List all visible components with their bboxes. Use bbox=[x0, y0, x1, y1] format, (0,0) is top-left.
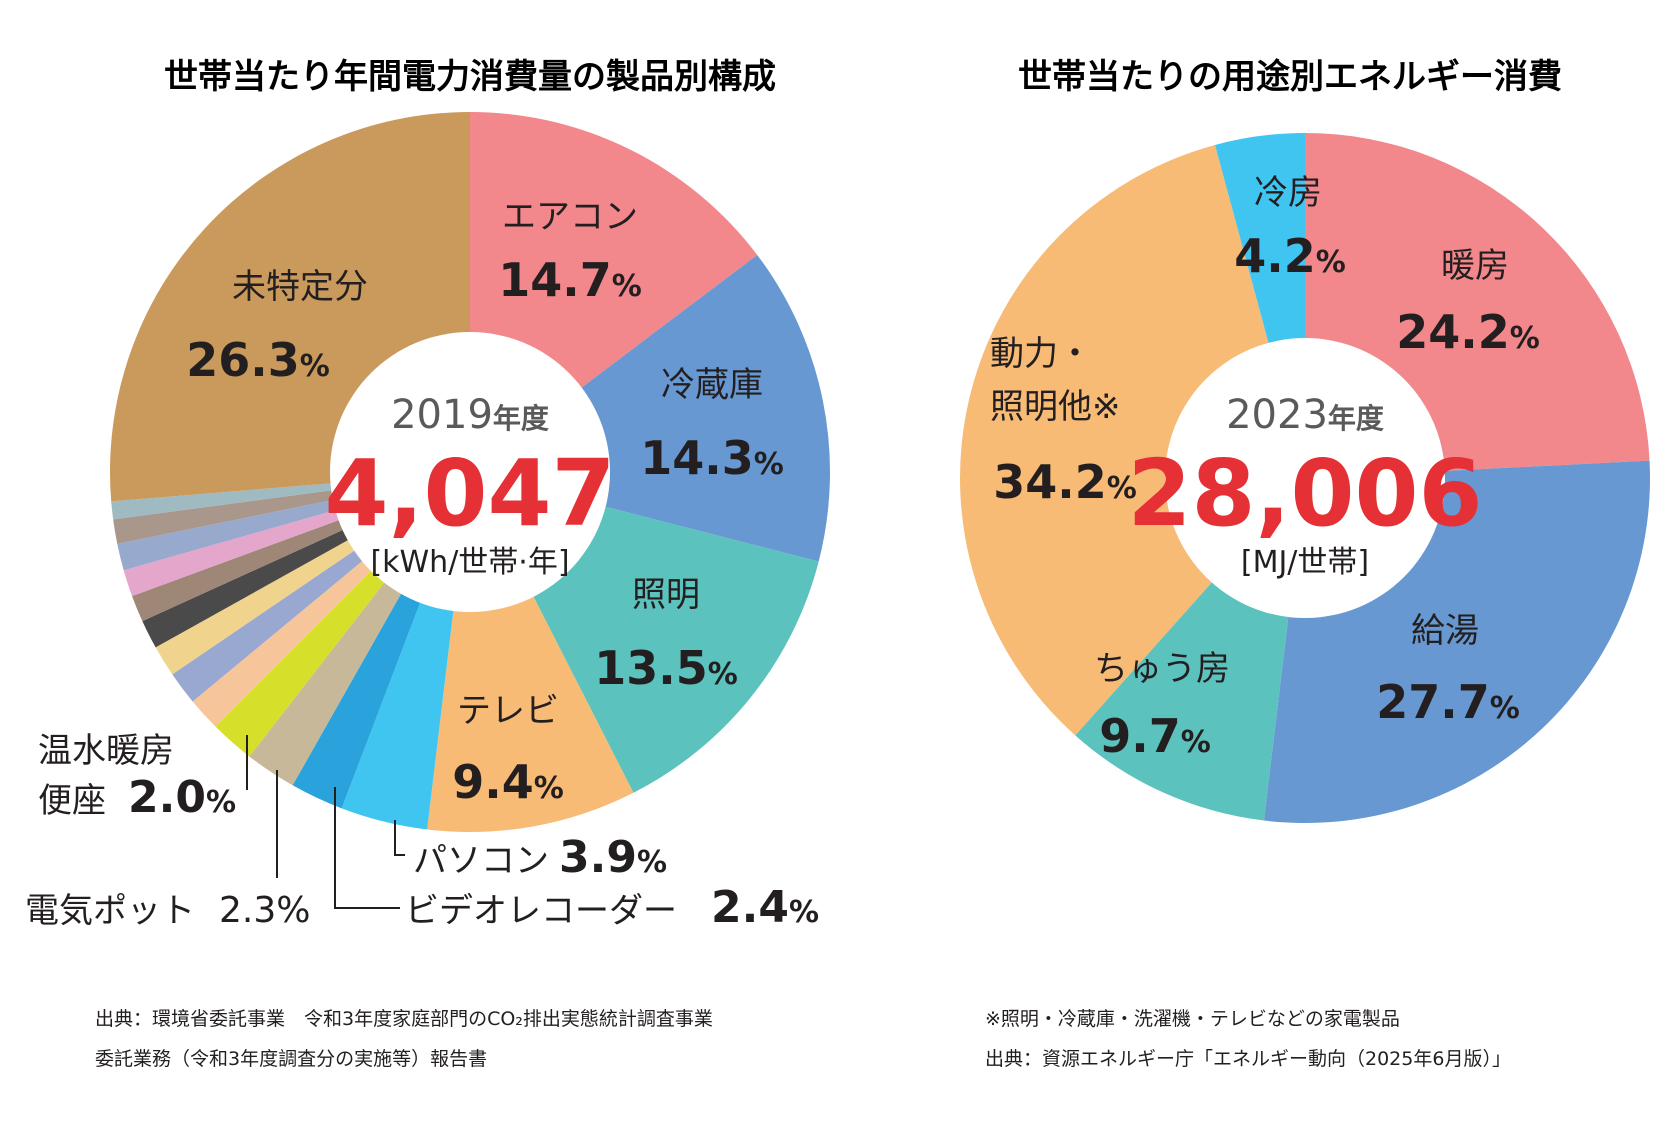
pct-video: % bbox=[789, 895, 819, 930]
label-aircon: エアコン bbox=[502, 197, 638, 237]
callout-lines bbox=[246, 735, 405, 909]
label-cooling: 冷房 bbox=[1254, 173, 1322, 213]
pct-fridge: % bbox=[754, 447, 784, 482]
value-unspecified: 26.3 bbox=[186, 333, 300, 387]
left-center-total: 4,047 bbox=[324, 440, 615, 547]
right-donut-hole bbox=[1165, 338, 1445, 618]
right-slices-slice-3 bbox=[960, 144, 1305, 736]
pct-pc: % bbox=[637, 845, 667, 880]
value-cooling-line: 4.2% bbox=[1234, 229, 1346, 283]
left-center-unit: [kWh/世帯·年] bbox=[370, 545, 569, 580]
right-center-year-unit: 年度 bbox=[1328, 402, 1384, 435]
label-fridge: 冷蔵庫 bbox=[661, 365, 763, 405]
value-toilet: 2.0 bbox=[128, 772, 206, 823]
value-kitchen-line: 9.7% bbox=[1099, 709, 1211, 763]
source-note-right-2: 出典：資源エネルギー庁「エネルギー動向（2025年6月版）」 bbox=[985, 1048, 1511, 1070]
callout-pc: パソコン 3.9% bbox=[413, 832, 667, 883]
value-cooling: 4.2 bbox=[1234, 229, 1316, 283]
value-pot: 2.3 bbox=[219, 890, 276, 931]
value-unspecified-line: 26.3% bbox=[186, 333, 330, 387]
value-aircon-line: 14.7% bbox=[498, 253, 642, 307]
pct-toilet: % bbox=[206, 785, 236, 820]
value-heating-line: 24.2% bbox=[1396, 305, 1540, 359]
value-lighting: 13.5 bbox=[594, 641, 708, 695]
label-heating: 暖房 bbox=[1441, 246, 1509, 286]
label-video: ビデオレコーダー bbox=[405, 891, 677, 931]
label-pot: 電気ポット bbox=[25, 891, 195, 931]
value-power: 34.2 bbox=[993, 455, 1107, 509]
value-fridge-line: 14.3% bbox=[640, 431, 784, 485]
label-toilet-line1: 温水暖房 bbox=[38, 731, 174, 771]
source-note-right-1: ※照明・冷蔵庫・洗濯機・テレビなどの家電製品 bbox=[985, 1008, 1400, 1030]
pct-lighting: % bbox=[708, 657, 738, 692]
value-kitchen: 9.7 bbox=[1099, 709, 1181, 763]
callout-line-pc bbox=[394, 820, 405, 856]
pct-cooling: % bbox=[1316, 245, 1346, 280]
value-aircon: 14.7 bbox=[498, 253, 612, 307]
pct-unspecified: % bbox=[300, 349, 330, 384]
value-power-line: 34.2% bbox=[993, 455, 1137, 509]
right-chart-title: 世帯当たりの用途別エネルギー消費 bbox=[1018, 57, 1562, 97]
right-center-unit: [MJ/世帯] bbox=[1241, 545, 1369, 580]
value-hotwater: 27.7 bbox=[1376, 675, 1490, 729]
left-donut-hole bbox=[330, 332, 610, 612]
callout-video: ビデオレコーダー 2.4% bbox=[405, 882, 819, 933]
right-center-year: 2023 bbox=[1226, 392, 1328, 438]
label-hotwater: 給湯 bbox=[1411, 611, 1479, 651]
value-heating: 24.2 bbox=[1396, 305, 1510, 359]
value-hotwater-line: 27.7% bbox=[1376, 675, 1520, 729]
callout-toilet: 便座 2.0% bbox=[38, 772, 236, 823]
pct-pot: % bbox=[276, 890, 310, 931]
left-center-year: 2019 bbox=[391, 392, 493, 438]
value-tv: 9.4 bbox=[452, 755, 534, 809]
value-pc: 3.9 bbox=[559, 832, 637, 883]
value-fridge: 14.3 bbox=[640, 431, 754, 485]
source-note-left-1: 出典：環境省委託事業 令和3年度家庭部門のCO₂排出実態統計調査事業 bbox=[95, 1008, 713, 1030]
left-center-year-unit: 年度 bbox=[493, 402, 549, 435]
label-tv: テレビ bbox=[457, 691, 559, 731]
source-note-left-2: 委託業務（令和3年度調査分の実施等）報告書 bbox=[95, 1048, 487, 1070]
left-chart-title: 世帯当たり年間電力消費量の製品別構成 bbox=[164, 57, 776, 97]
right-center-year-line: 2023年度 bbox=[1226, 392, 1384, 438]
value-lighting-line: 13.5% bbox=[594, 641, 738, 695]
pct-kitchen: % bbox=[1181, 725, 1211, 760]
label-power-line1: 動力・ bbox=[990, 334, 1092, 374]
callout-pot: 電気ポット 2.3% bbox=[25, 890, 310, 931]
pct-power: % bbox=[1107, 471, 1137, 506]
label-unspecified: 未特定分 bbox=[232, 267, 368, 307]
pct-tv: % bbox=[534, 771, 564, 806]
label-lighting: 照明 bbox=[632, 575, 700, 615]
label-kitchen: ちゅう房 bbox=[1094, 649, 1230, 689]
label-power-line2: 照明他※ bbox=[990, 387, 1121, 427]
left-center-year-line: 2019年度 bbox=[391, 392, 549, 438]
label-pc: パソコン bbox=[413, 841, 549, 881]
label-toilet-line2: 便座 bbox=[38, 781, 106, 821]
callout-line-video bbox=[334, 787, 400, 909]
pct-aircon: % bbox=[612, 269, 642, 304]
value-video: 2.4 bbox=[711, 882, 789, 933]
pct-heating: % bbox=[1510, 321, 1540, 356]
pct-hotwater: % bbox=[1490, 691, 1520, 726]
value-tv-line: 9.4% bbox=[452, 755, 564, 809]
right-center-total: 28,006 bbox=[1127, 440, 1482, 547]
